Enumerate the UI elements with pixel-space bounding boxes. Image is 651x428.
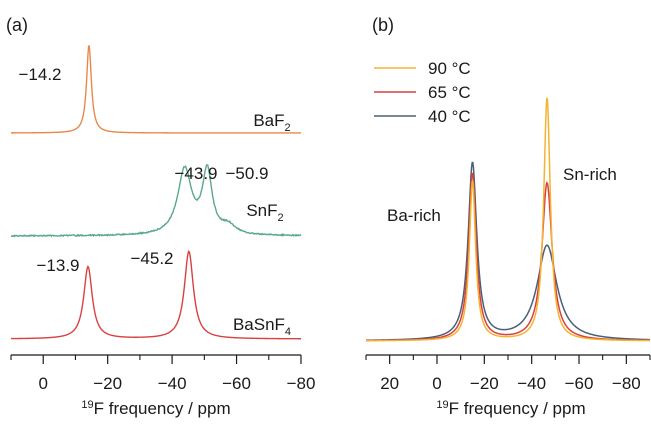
series-label-sub: 2 bbox=[285, 122, 291, 134]
peak-label: −50.9 bbox=[225, 164, 268, 183]
panel-b-x-axis-title-text: F frequency / ppm bbox=[449, 399, 586, 418]
series-label-snf2: SnF2 bbox=[246, 201, 283, 224]
spectrum-65-c bbox=[366, 172, 651, 342]
legend-label: 65 °C bbox=[428, 83, 471, 102]
series-label-sub: 4 bbox=[285, 326, 291, 338]
panel-a-x-axis-title-sup: 19 bbox=[81, 399, 93, 411]
peak-label: −14.2 bbox=[18, 65, 61, 84]
peak-label: −45.2 bbox=[130, 249, 173, 268]
spectrum-snf2 bbox=[10, 164, 302, 238]
panel-b-x-axis-title: 19F frequency / ppm bbox=[436, 399, 585, 418]
x-tick-label: −60 bbox=[565, 374, 594, 393]
spectrum-90-c bbox=[366, 97, 651, 342]
panel-b-label: (b) bbox=[372, 15, 394, 35]
panel-b-x-axis-title-sup: 19 bbox=[436, 399, 448, 411]
x-tick-label: 0 bbox=[432, 374, 441, 393]
series-label-main: BaF bbox=[253, 111, 284, 130]
x-tick-label: −20 bbox=[470, 374, 499, 393]
legend-label: 40 °C bbox=[428, 107, 471, 126]
series-label-basnf4: BaSnF4 bbox=[233, 315, 291, 338]
series-label-sub: 2 bbox=[278, 212, 284, 224]
legend-label: 90 °C bbox=[428, 59, 471, 78]
ba-rich-annotation: Ba-rich bbox=[387, 206, 441, 225]
spectrum-baf2 bbox=[11, 45, 301, 134]
x-tick-label: −40 bbox=[517, 374, 546, 393]
panel-a-label: (a) bbox=[6, 15, 28, 35]
panel-b: (b) 20 0 −20 −40 −60 −80 19F frequency / ppm … bbox=[365, 15, 651, 418]
panel-a-x-axis-title-text: F frequency / ppm bbox=[94, 399, 231, 418]
peak-label: −13.9 bbox=[36, 256, 79, 275]
x-tick-label: 0 bbox=[38, 374, 47, 393]
spectrum-40-c bbox=[366, 161, 651, 341]
x-tick-label: −80 bbox=[612, 374, 641, 393]
x-tick-label: −40 bbox=[158, 374, 187, 393]
panel-b-spectra bbox=[366, 97, 651, 342]
x-tick-label: −20 bbox=[93, 374, 122, 393]
series-label-main: BaSnF bbox=[233, 315, 285, 334]
sn-rich-annotation: Sn-rich bbox=[563, 165, 617, 184]
panel-a-x-axis: 0 −20 −40 −60 −80 bbox=[10, 354, 316, 393]
x-tick-label: 20 bbox=[380, 374, 399, 393]
peak-label: −43.9 bbox=[174, 164, 217, 183]
spectrum-basnf4 bbox=[10, 250, 301, 340]
series-label-main: SnF bbox=[246, 201, 277, 220]
panel-b-legend: 90 °C 65 °C 40 °C bbox=[374, 59, 471, 126]
x-tick-label: −80 bbox=[287, 374, 316, 393]
panel-b-x-axis: 20 0 −20 −40 −60 −80 bbox=[365, 354, 651, 393]
x-tick-label: −60 bbox=[222, 374, 251, 393]
panel-a-x-axis-title: 19F frequency / ppm bbox=[81, 399, 230, 418]
series-label-baf2: BaF2 bbox=[253, 111, 290, 134]
